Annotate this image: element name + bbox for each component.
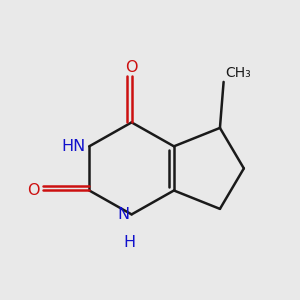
Text: O: O	[27, 183, 40, 198]
Text: O: O	[125, 59, 138, 74]
Text: H: H	[124, 235, 136, 250]
Text: N: N	[118, 207, 130, 222]
Text: HN: HN	[61, 139, 86, 154]
Text: CH₃: CH₃	[226, 66, 251, 80]
